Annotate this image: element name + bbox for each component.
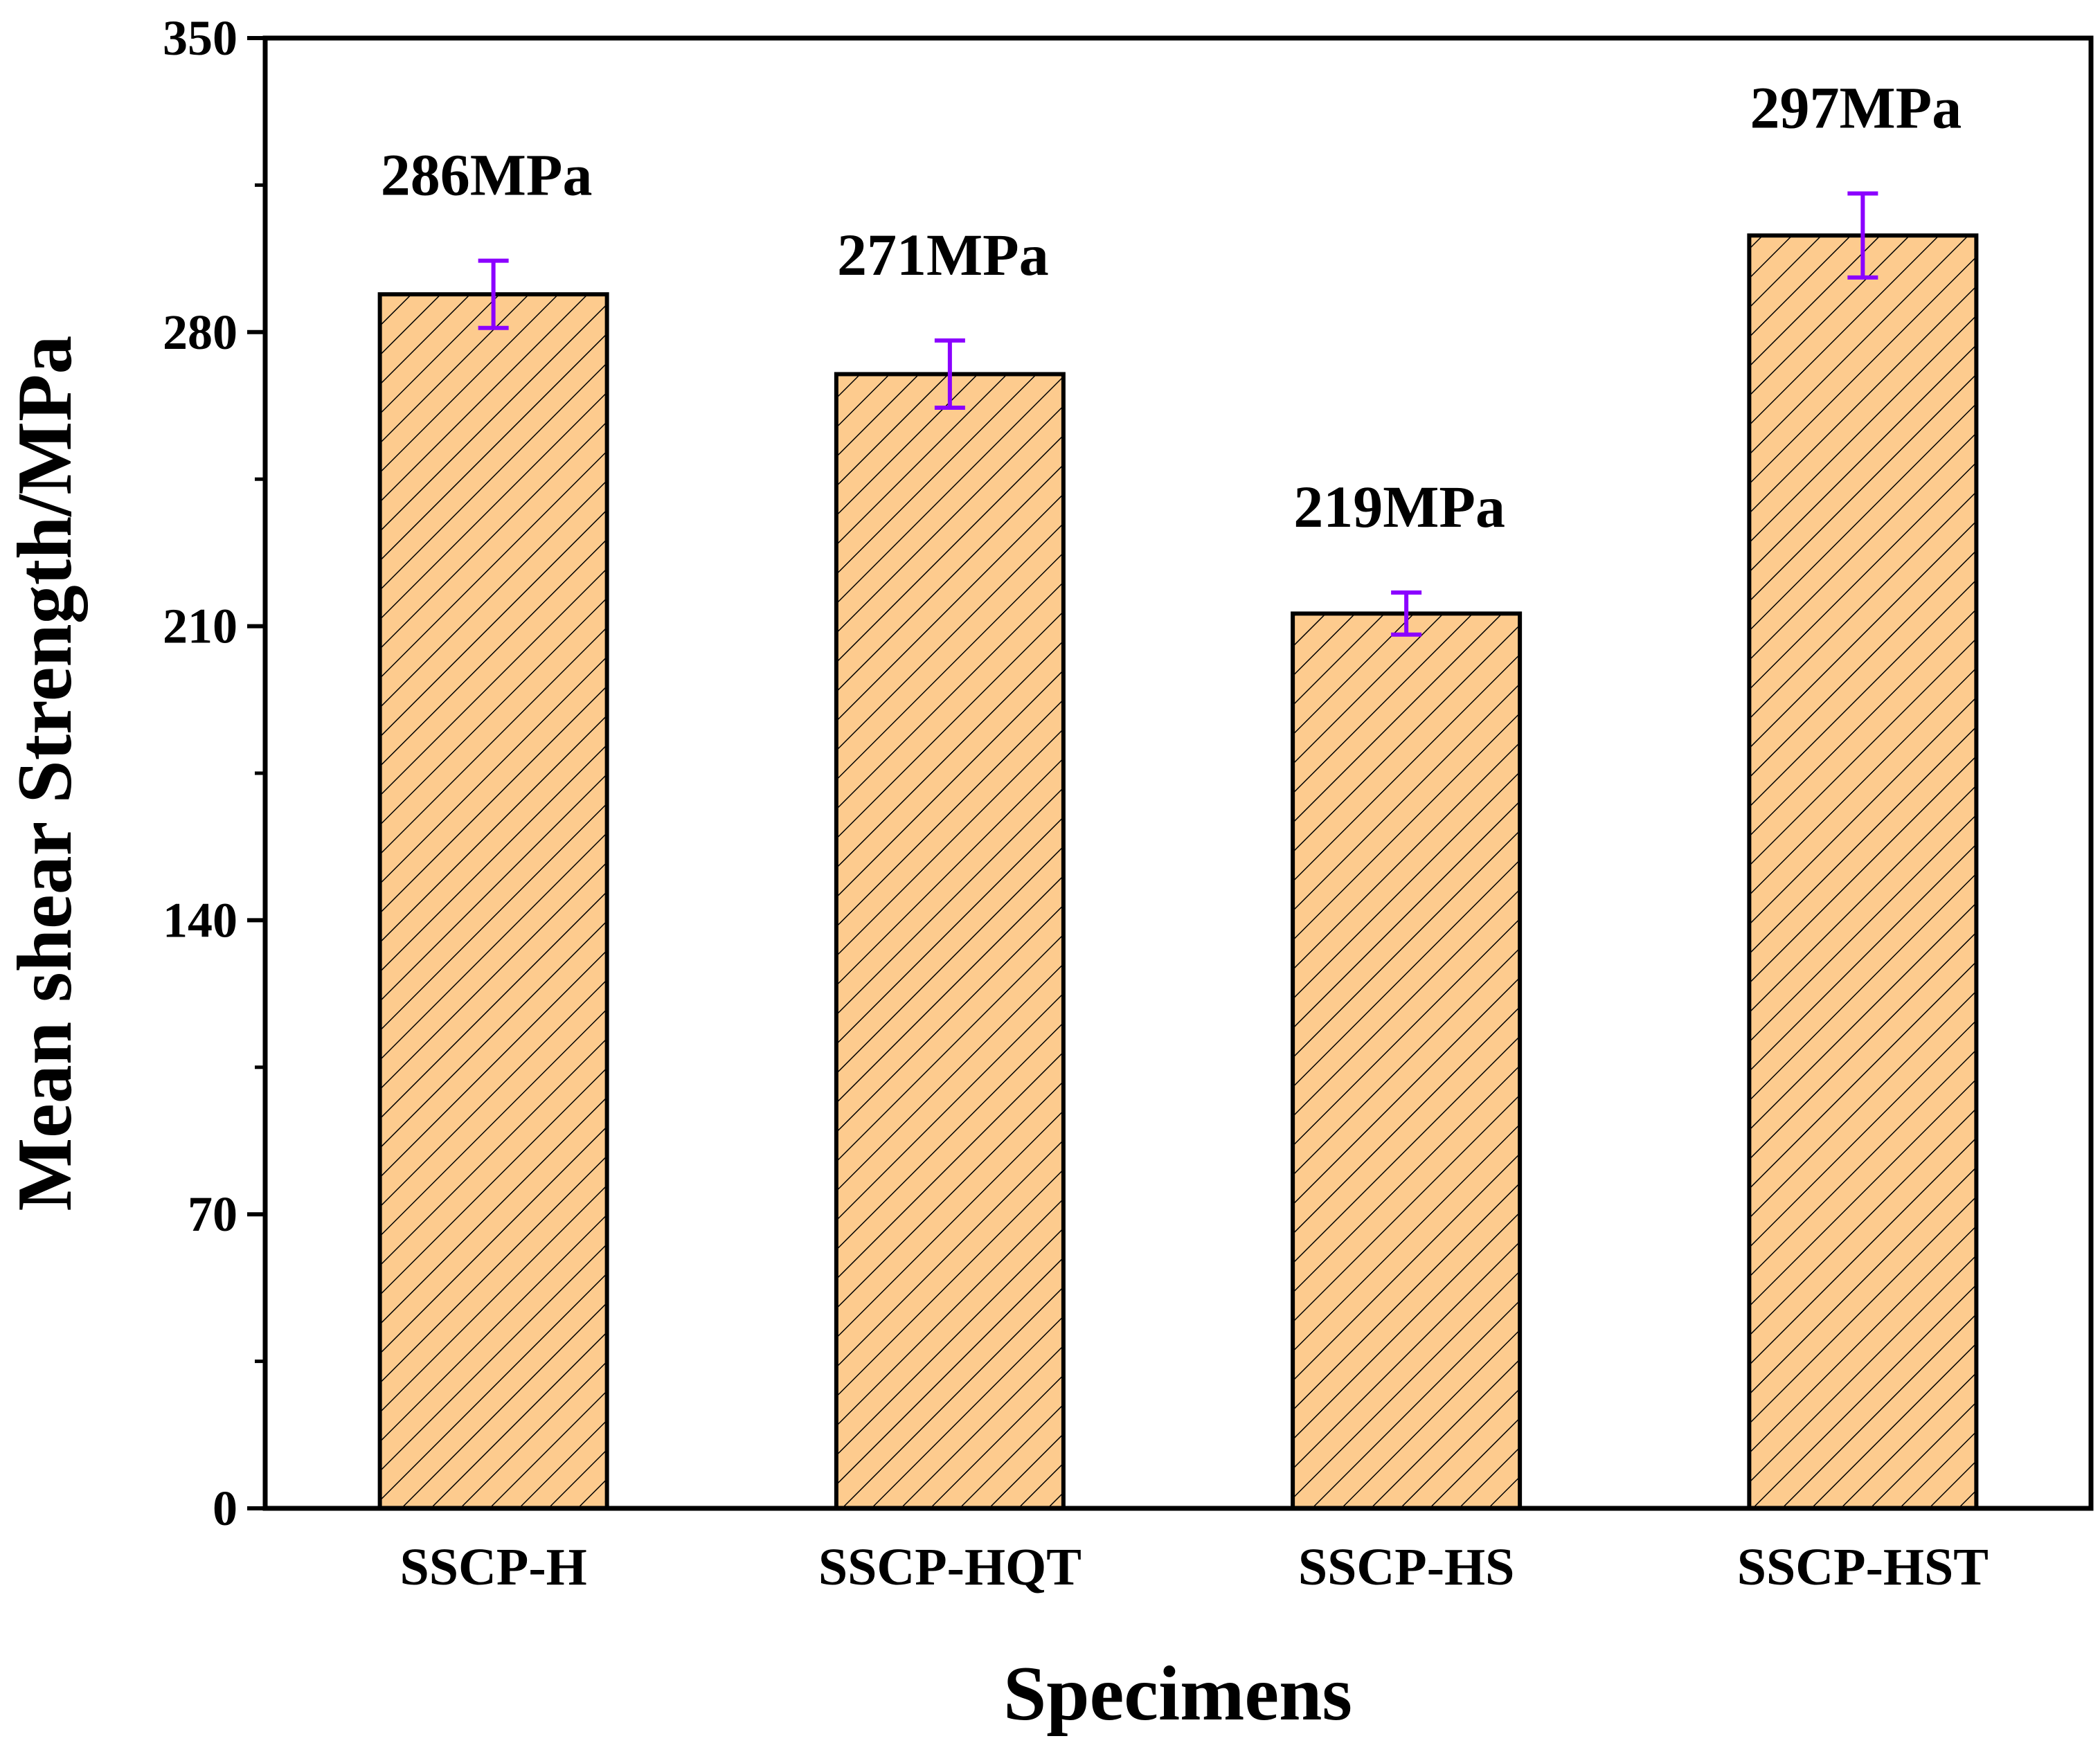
error-bar-sscp-h [478, 258, 509, 330]
bar-sscp-hqt [834, 372, 1066, 1510]
x-tick-label-sscp-h: SSCP-H [400, 1538, 586, 1596]
y-tick-label: 350 [163, 10, 237, 66]
bar-sscp-hst [1747, 233, 1979, 1510]
bar-sscp-hs [1291, 611, 1523, 1510]
data-label-sscp-hs: 219MPa [1293, 473, 1505, 540]
error-bar-sscp-hqt [934, 338, 965, 410]
x-axis: SSCP-H SSCP-HQT SSCP-HS SSCP-HST [400, 1538, 1989, 1596]
y-tick-label: 70 [188, 1186, 237, 1242]
error-bars-layer [478, 191, 1878, 637]
data-labels-layer: 286MPa 271MPa 219MPa 297MPa [381, 75, 1962, 541]
error-bar-sscp-hst [1847, 191, 1878, 280]
x-tick-label-sscp-hs: SSCP-HS [1298, 1538, 1515, 1596]
bar-sscp-h [377, 292, 609, 1510]
y-tick-label: 140 [163, 892, 237, 948]
data-label-sscp-hqt: 271MPa [837, 222, 1049, 288]
data-label-sscp-hst: 297MPa [1750, 75, 1962, 141]
x-axis-title: Specimens [1003, 1651, 1352, 1737]
y-axis: 0 70 140 210 280 350 [163, 10, 265, 1536]
y-tick-label: 210 [163, 599, 237, 654]
error-bar-sscp-hs [1391, 590, 1422, 637]
y-tick-label: 280 [163, 305, 237, 360]
y-axis-title: Mean shear Strength/MPa [2, 335, 88, 1211]
y-tick-label: 0 [213, 1481, 237, 1536]
x-tick-label-sscp-hqt: SSCP-HQT [818, 1538, 1082, 1596]
bars-layer [377, 233, 1979, 1510]
x-tick-label-sscp-hst: SSCP-HST [1737, 1538, 1989, 1596]
data-label-sscp-h: 286MPa [381, 142, 593, 208]
